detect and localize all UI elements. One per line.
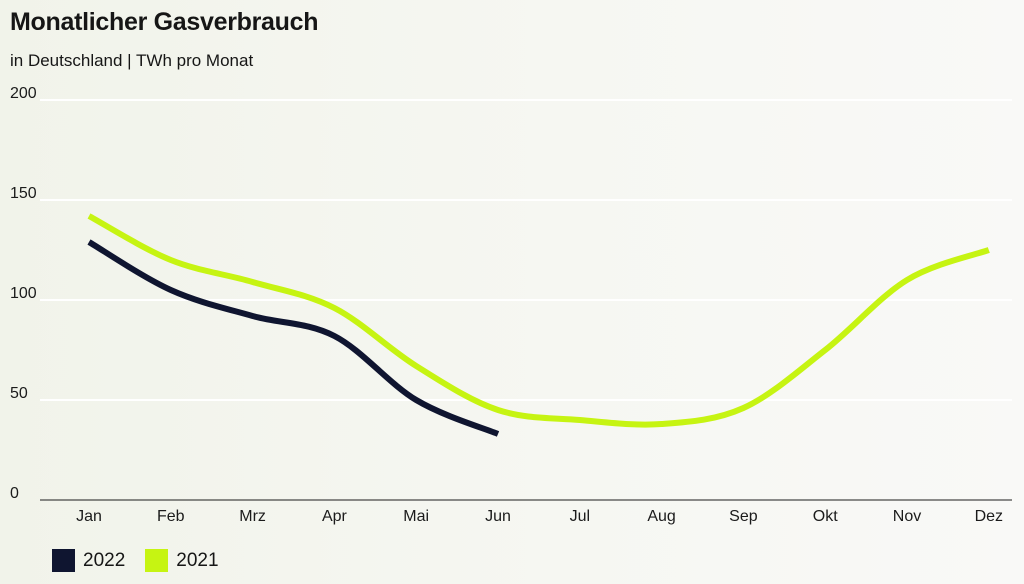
x-axis-labels: Jan Feb Mrz Apr Mai Jun Jul Aug Sep Okt Nov Dez: [76, 508, 1003, 525]
gridlines: [40, 99, 1012, 401]
chart-subtitle: in Deutschland | TWh pro Monat: [10, 51, 254, 70]
x-tick-label-jul: Jul: [570, 508, 590, 525]
y-tick-label-100: 100: [10, 285, 37, 302]
y-tick-label-150: 150: [10, 185, 37, 202]
y-tick-label-200: 200: [10, 85, 37, 102]
y-tick-label-0: 0: [10, 485, 19, 502]
x-tick-label-mai: Mai: [403, 508, 429, 525]
x-tick-label-feb: Feb: [157, 508, 185, 525]
legend-label-2021: 2021: [176, 549, 219, 571]
y-tick-label-50: 50: [10, 385, 28, 402]
series-line-2022: [87, 239, 500, 437]
legend-item-2021: 2021: [145, 549, 219, 572]
legend-swatch-2021: [145, 549, 169, 572]
x-tick-label-apr: Apr: [322, 508, 348, 525]
series-lines: [87, 213, 990, 437]
legend: 2022 2021: [52, 549, 239, 572]
x-tick-label-jun: Jun: [485, 508, 511, 525]
legend-swatch-2022: [52, 549, 75, 572]
series-line-2021: [87, 213, 990, 428]
x-tick-label-okt: Okt: [813, 508, 838, 525]
x-tick-label-nov: Nov: [893, 508, 921, 525]
y-axis-labels: 0 50 100 150 200: [10, 85, 37, 502]
legend-label-2022: 2022: [83, 549, 126, 571]
legend-item-2022: 2022: [52, 549, 125, 572]
x-tick-label-mrz: Mrz: [239, 508, 266, 525]
x-tick-label-aug: Aug: [647, 508, 675, 525]
chart-title: Monatlicher Gasverbrauch: [10, 8, 319, 36]
x-tick-label-dez: Dez: [975, 508, 1003, 525]
x-tick-label-jan: Jan: [76, 508, 102, 525]
x-tick-label-sep: Sep: [729, 508, 758, 525]
